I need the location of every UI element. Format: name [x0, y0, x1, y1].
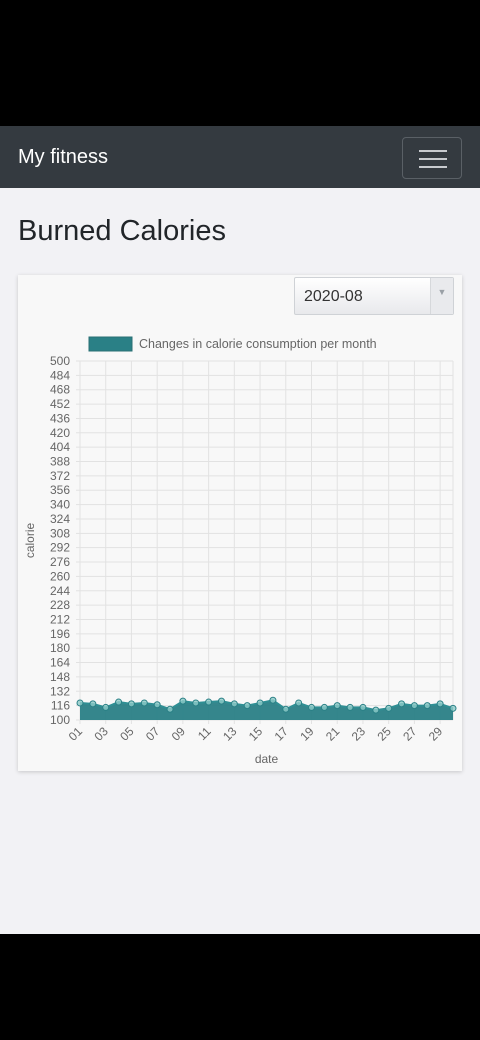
y-tick-label: 452: [50, 397, 70, 411]
x-tick-label: 07: [143, 724, 163, 744]
data-point: [180, 698, 186, 704]
y-tick-label: 228: [50, 598, 70, 612]
brand-link[interactable]: My fitness: [18, 144, 108, 170]
y-tick-label: 132: [50, 684, 70, 698]
page-title: Burned Calories: [18, 213, 226, 249]
y-tick-label: 388: [50, 455, 70, 469]
y-tick-label: 484: [50, 368, 70, 382]
calorie-chart: 1001161321481641801962122282442602762923…: [18, 275, 462, 771]
y-tick-label: 100: [50, 713, 70, 727]
y-tick-label: 404: [50, 440, 70, 454]
x-tick-label: 21: [323, 724, 343, 744]
data-point: [283, 706, 289, 712]
data-point: [386, 705, 392, 711]
data-point: [77, 700, 83, 706]
data-point: [424, 703, 430, 709]
x-tick-label: 17: [272, 724, 292, 744]
data-point: [373, 707, 379, 713]
y-tick-label: 260: [50, 569, 70, 583]
x-tick-label: 15: [246, 724, 266, 744]
data-point: [296, 700, 302, 706]
y-tick-label: 244: [50, 584, 70, 598]
data-point: [399, 701, 405, 707]
chart-card: 2020-08 ▼ 100 116 132 148 164 180 196 212 228 244…: [18, 275, 462, 771]
y-tick-label: 116: [51, 699, 70, 713]
data-point: [244, 703, 250, 709]
x-tick-label: 05: [117, 724, 137, 744]
y-tick-label: 180: [50, 641, 70, 655]
x-tick-label: 11: [195, 724, 214, 743]
data-point: [128, 701, 134, 707]
x-tick-label: 27: [400, 724, 420, 744]
data-point: [437, 701, 443, 707]
data-point: [334, 703, 340, 709]
y-tick-label: 340: [50, 498, 70, 512]
data-point: [257, 700, 263, 706]
data-point: [141, 700, 147, 706]
x-tick-label: 25: [374, 724, 394, 744]
navbar-toggler-button[interactable]: [402, 137, 462, 179]
y-tick-label: 276: [50, 555, 70, 569]
data-point: [116, 699, 122, 705]
data-point: [167, 706, 173, 712]
x-tick-label: 03: [91, 724, 111, 744]
y-tick-label: 420: [50, 426, 70, 440]
y-tick-label: 308: [50, 526, 70, 540]
data-point: [347, 704, 353, 710]
legend-swatch: [89, 337, 132, 351]
navigation-bar-area: [0, 934, 480, 1040]
data-point: [154, 702, 160, 708]
x-tick-label: 29: [426, 724, 446, 744]
data-point: [231, 701, 237, 707]
status-bar-area: [0, 0, 480, 126]
x-tick-label: 13: [220, 724, 240, 744]
y-tick-label: 292: [50, 541, 70, 555]
x-tick-label: 19: [297, 724, 317, 744]
y-tick-label: 148: [50, 670, 70, 684]
y-tick-label: 500: [50, 354, 70, 368]
y-tick-label: 356: [50, 483, 70, 497]
data-point: [411, 703, 417, 709]
y-tick-label: 212: [50, 612, 70, 626]
data-point: [321, 704, 327, 710]
legend-label: Changes in calorie consumption per month: [139, 337, 377, 351]
y-tick-label: 468: [50, 383, 70, 397]
data-point: [218, 698, 224, 704]
x-tick-label: 09: [169, 724, 189, 744]
x-tick-label: 23: [349, 724, 369, 744]
data-point: [193, 700, 199, 706]
y-tick-label: 324: [50, 512, 70, 526]
data-point: [90, 701, 96, 707]
data-point: [103, 704, 109, 710]
data-point: [309, 704, 315, 710]
x-axis-title: date: [255, 752, 279, 766]
y-tick-label: 196: [50, 627, 70, 641]
y-tick-label: 372: [50, 469, 70, 483]
page-content: Burned Calories 2020-08 ▼ 100 116 132 148 16…: [0, 188, 480, 934]
data-point: [206, 699, 212, 705]
y-axis-title: calorie: [23, 523, 37, 559]
data-point: [360, 704, 366, 710]
data-point: [450, 705, 456, 711]
data-point: [270, 697, 276, 703]
y-tick-label: 164: [50, 656, 70, 670]
y-tick-label: 436: [50, 411, 70, 425]
